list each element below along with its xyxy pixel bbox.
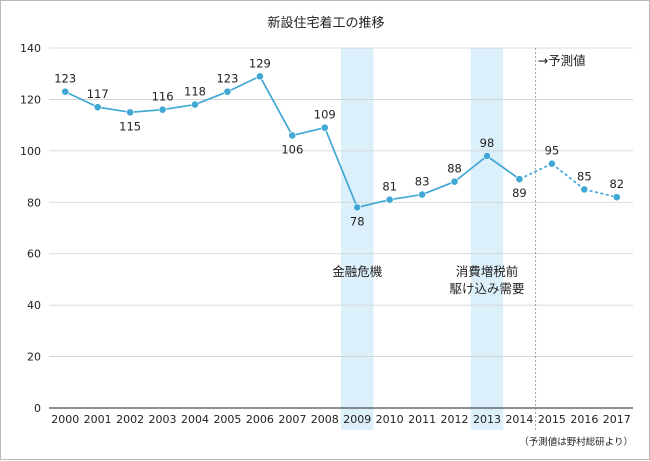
data-label-2007: 106 [281, 142, 303, 156]
series-segment-2004-2005 [194, 90, 228, 106]
x-tick-label-2015: 2015 [538, 413, 566, 426]
y-tick-label-20: 20 [27, 351, 41, 364]
series-segment-2014-2015 [519, 162, 553, 180]
series-segment-2005-2006 [227, 75, 261, 93]
annotation-2013-line-1: 駆け込み需要 [449, 281, 524, 296]
data-point-2006 [255, 72, 264, 81]
data-label-2012: 88 [447, 162, 462, 176]
data-point-2000 [61, 87, 70, 96]
data-point-2012 [450, 177, 459, 186]
data-point-2010 [385, 195, 394, 204]
x-tick-label-2001: 2001 [84, 413, 112, 426]
x-tick-label-2012: 2012 [441, 413, 469, 426]
data-point-2009 [353, 203, 362, 212]
data-point-2017 [612, 193, 621, 202]
series-segment-2000-2001 [64, 90, 99, 108]
x-tick-label-2011: 2011 [408, 413, 436, 426]
highlight-band-2009 [341, 48, 374, 430]
series-segment-2007-2008 [292, 126, 325, 137]
series-segment-2008-2009 [323, 127, 359, 208]
data-point-2004 [191, 100, 199, 109]
y-tick-label-0: 0 [34, 402, 41, 415]
data-label-2017: 82 [609, 177, 624, 191]
data-label-2005: 123 [216, 72, 238, 86]
x-tick-label-2010: 2010 [376, 413, 404, 426]
data-point-2011 [418, 190, 427, 199]
x-tick-label-2000: 2000 [51, 413, 79, 426]
data-label-2014: 89 [512, 186, 527, 200]
data-label-2001: 117 [87, 87, 109, 101]
y-tick-label-100: 100 [20, 145, 41, 158]
x-tick-label-2006: 2006 [246, 413, 274, 426]
x-tick-label-2007: 2007 [278, 413, 306, 426]
y-tick-label-120: 120 [20, 93, 41, 106]
annotation-2013-line-0: 消費増税前 [456, 264, 519, 279]
series-segment-2010-2011 [389, 193, 423, 201]
data-point-2014 [515, 175, 524, 184]
series-segment-2016-2017 [584, 188, 617, 198]
x-tick-label-2004: 2004 [181, 413, 209, 426]
data-label-2008: 109 [314, 108, 336, 122]
data-label-2015: 95 [545, 144, 560, 158]
data-label-2000: 123 [54, 72, 76, 86]
data-label-2003: 116 [152, 90, 174, 104]
data-point-2008 [320, 123, 329, 132]
annotation-2009-line-0: 金融危機 [332, 264, 383, 279]
series-segment-2006-2007 [259, 75, 294, 136]
x-tick-label-2009: 2009 [343, 413, 371, 426]
data-point-2003 [158, 105, 167, 114]
x-tick-label-2008: 2008 [311, 413, 339, 426]
data-label-2016: 85 [577, 169, 592, 183]
data-label-2011: 83 [415, 175, 430, 189]
data-label-2013: 98 [480, 136, 495, 150]
data-label-2009: 78 [350, 214, 365, 228]
highlight-band-2013 [470, 48, 504, 430]
data-point-2016 [580, 185, 589, 194]
x-tick-label-2014: 2014 [505, 413, 533, 426]
x-tick-label-2013: 2013 [473, 413, 501, 426]
y-tick-label-60: 60 [27, 248, 41, 261]
forecast-label: →予測値 [538, 53, 586, 68]
data-point-2007 [288, 131, 297, 140]
series-segment-2013-2014 [486, 155, 520, 180]
series-segment-2002-2003 [130, 108, 163, 114]
series-segment-2009-2010 [357, 198, 390, 209]
source-note: （予測値は野村総研より） [519, 436, 633, 448]
data-label-2010: 81 [382, 180, 397, 194]
series-segment-2012-2013 [454, 155, 488, 183]
data-point-2002 [126, 108, 135, 117]
x-tick-label-2003: 2003 [149, 413, 177, 426]
data-point-2005 [223, 87, 232, 96]
data-label-2004: 118 [184, 85, 206, 99]
series-segment-2003-2004 [162, 103, 196, 111]
chart-title: 新設住宅着工の推移 [267, 15, 384, 31]
x-tick-label-2005: 2005 [213, 413, 241, 426]
y-tick-label-140: 140 [20, 42, 41, 55]
x-tick-label-2017: 2017 [603, 413, 631, 426]
x-tick-label-2016: 2016 [570, 413, 598, 426]
data-point-2015 [547, 159, 556, 168]
data-label-2006: 129 [249, 56, 271, 70]
y-tick-label-40: 40 [27, 299, 41, 312]
series-segment-2011-2012 [421, 180, 455, 196]
data-point-2001 [93, 103, 102, 112]
series-segment-2015-2016 [551, 163, 585, 191]
series-segment-2001-2002 [97, 106, 131, 114]
data-label-2002: 115 [119, 119, 141, 133]
y-tick-label-80: 80 [27, 196, 41, 209]
data-point-2013 [483, 152, 491, 160]
x-tick-label-2002: 2002 [116, 413, 144, 426]
